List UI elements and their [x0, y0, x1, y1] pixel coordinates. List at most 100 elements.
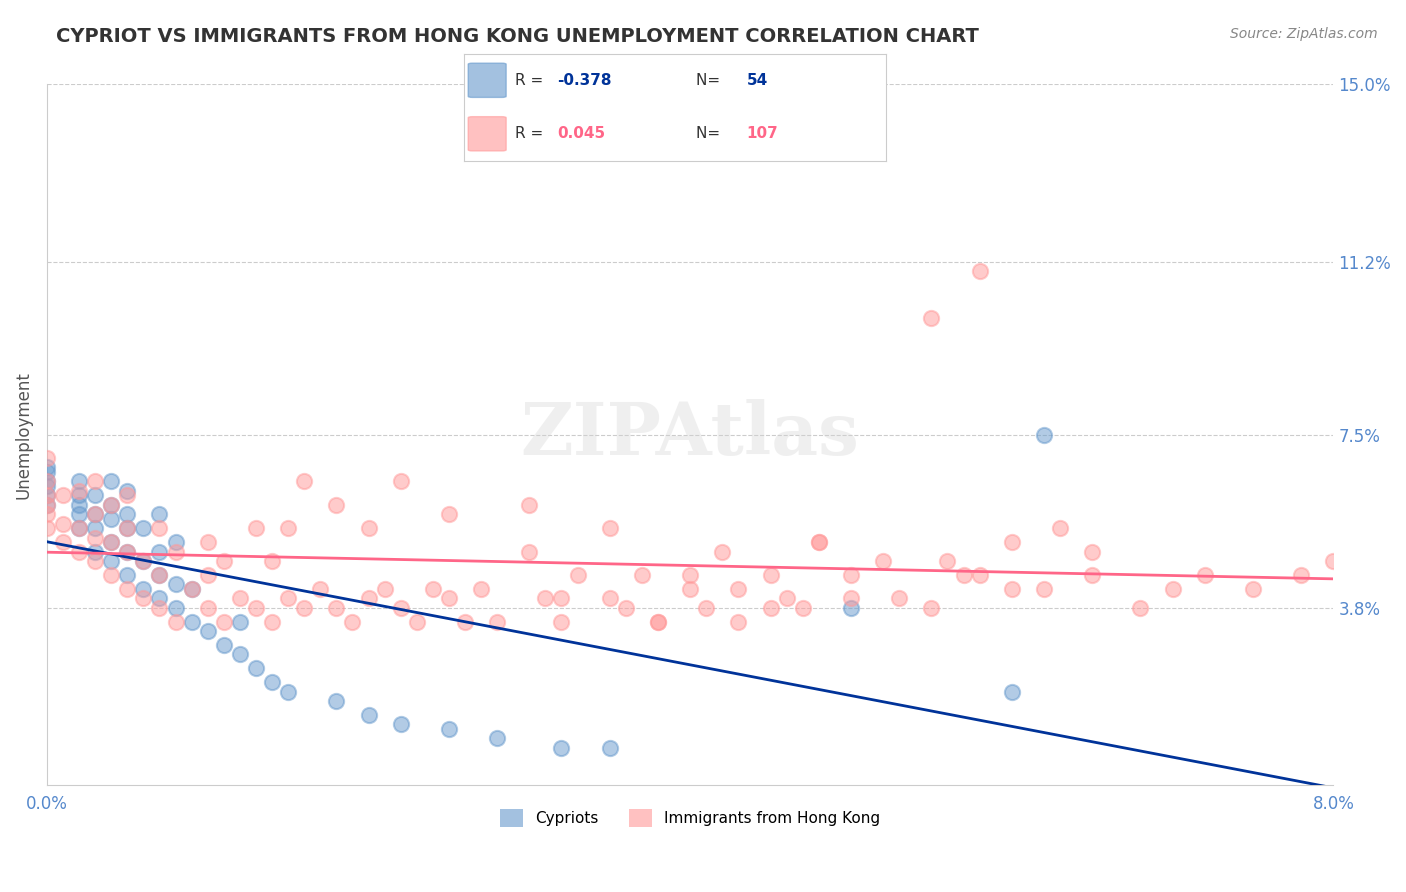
- Immigrants from Hong Kong: [437, 591, 460, 606]
- Text: 54: 54: [747, 73, 768, 87]
- Immigrants from Hong Kong: [67, 544, 90, 558]
- Immigrants from Hong Kong: [84, 531, 107, 545]
- Cypriots: [148, 591, 170, 606]
- Immigrants from Hong Kong: [389, 475, 412, 489]
- Immigrants from Hong Kong: [84, 554, 107, 568]
- Immigrants from Hong Kong: [1241, 582, 1264, 596]
- Cypriots: [197, 624, 219, 638]
- Cypriots: [35, 479, 58, 493]
- Immigrants from Hong Kong: [229, 591, 252, 606]
- Immigrants from Hong Kong: [969, 568, 991, 582]
- Immigrants from Hong Kong: [292, 600, 315, 615]
- Cypriots: [117, 507, 139, 521]
- Immigrants from Hong Kong: [35, 521, 58, 535]
- Immigrants from Hong Kong: [759, 600, 782, 615]
- Cypriots: [67, 498, 90, 512]
- Cypriots: [229, 615, 252, 629]
- Immigrants from Hong Kong: [35, 451, 58, 466]
- Immigrants from Hong Kong: [389, 600, 412, 615]
- FancyBboxPatch shape: [468, 63, 506, 97]
- Cypriots: [84, 507, 107, 521]
- Immigrants from Hong Kong: [807, 535, 830, 549]
- Immigrants from Hong Kong: [486, 615, 509, 629]
- Immigrants from Hong Kong: [920, 600, 942, 615]
- Immigrants from Hong Kong: [100, 498, 122, 512]
- Immigrants from Hong Kong: [67, 483, 90, 498]
- Y-axis label: Unemployment: Unemployment: [15, 371, 32, 499]
- Immigrants from Hong Kong: [52, 488, 75, 502]
- Immigrants from Hong Kong: [84, 475, 107, 489]
- Immigrants from Hong Kong: [839, 568, 862, 582]
- Immigrants from Hong Kong: [245, 521, 267, 535]
- Cypriots: [437, 722, 460, 736]
- Cypriots: [100, 512, 122, 526]
- Immigrants from Hong Kong: [647, 615, 669, 629]
- Immigrants from Hong Kong: [454, 615, 477, 629]
- Cypriots: [132, 582, 155, 596]
- Immigrants from Hong Kong: [100, 535, 122, 549]
- Cypriots: [550, 740, 572, 755]
- Immigrants from Hong Kong: [470, 582, 492, 596]
- Immigrants from Hong Kong: [775, 591, 797, 606]
- Text: CYPRIOT VS IMMIGRANTS FROM HONG KONG UNEMPLOYMENT CORRELATION CHART: CYPRIOT VS IMMIGRANTS FROM HONG KONG UNE…: [56, 27, 979, 45]
- Cypriots: [117, 483, 139, 498]
- Immigrants from Hong Kong: [277, 591, 299, 606]
- Cypriots: [100, 498, 122, 512]
- Immigrants from Hong Kong: [1001, 535, 1024, 549]
- Cypriots: [148, 568, 170, 582]
- Text: N=: N=: [696, 73, 725, 87]
- Immigrants from Hong Kong: [695, 600, 717, 615]
- Immigrants from Hong Kong: [277, 521, 299, 535]
- Immigrants from Hong Kong: [1129, 600, 1152, 615]
- Immigrants from Hong Kong: [759, 568, 782, 582]
- Immigrants from Hong Kong: [52, 516, 75, 531]
- Immigrants from Hong Kong: [1049, 521, 1071, 535]
- Immigrants from Hong Kong: [1322, 554, 1344, 568]
- Immigrants from Hong Kong: [567, 568, 589, 582]
- Cypriots: [165, 577, 187, 591]
- Immigrants from Hong Kong: [52, 535, 75, 549]
- Immigrants from Hong Kong: [148, 568, 170, 582]
- Immigrants from Hong Kong: [614, 600, 637, 615]
- Cypriots: [180, 615, 202, 629]
- Cypriots: [35, 498, 58, 512]
- Immigrants from Hong Kong: [550, 591, 572, 606]
- Immigrants from Hong Kong: [260, 615, 283, 629]
- Cypriots: [35, 475, 58, 489]
- Immigrants from Hong Kong: [165, 544, 187, 558]
- Immigrants from Hong Kong: [197, 568, 219, 582]
- Cypriots: [839, 600, 862, 615]
- Cypriots: [35, 488, 58, 502]
- Immigrants from Hong Kong: [212, 615, 235, 629]
- Immigrants from Hong Kong: [180, 582, 202, 596]
- Cypriots: [100, 554, 122, 568]
- Cypriots: [117, 544, 139, 558]
- Text: ZIPAtlas: ZIPAtlas: [520, 400, 859, 470]
- Immigrants from Hong Kong: [325, 600, 347, 615]
- Cypriots: [165, 535, 187, 549]
- Immigrants from Hong Kong: [148, 600, 170, 615]
- Immigrants from Hong Kong: [437, 507, 460, 521]
- Cypriots: [212, 638, 235, 652]
- Immigrants from Hong Kong: [889, 591, 911, 606]
- Immigrants from Hong Kong: [727, 582, 749, 596]
- Immigrants from Hong Kong: [260, 554, 283, 568]
- Cypriots: [148, 507, 170, 521]
- Immigrants from Hong Kong: [1161, 582, 1184, 596]
- Immigrants from Hong Kong: [792, 600, 814, 615]
- Cypriots: [67, 521, 90, 535]
- Immigrants from Hong Kong: [1289, 568, 1312, 582]
- Cypriots: [84, 521, 107, 535]
- FancyBboxPatch shape: [468, 117, 506, 151]
- Cypriots: [1001, 684, 1024, 698]
- Immigrants from Hong Kong: [212, 554, 235, 568]
- Immigrants from Hong Kong: [67, 521, 90, 535]
- Immigrants from Hong Kong: [679, 568, 702, 582]
- Cypriots: [35, 465, 58, 479]
- Immigrants from Hong Kong: [292, 475, 315, 489]
- Immigrants from Hong Kong: [422, 582, 444, 596]
- Immigrants from Hong Kong: [197, 535, 219, 549]
- Cypriots: [245, 661, 267, 675]
- Cypriots: [84, 544, 107, 558]
- Immigrants from Hong Kong: [117, 582, 139, 596]
